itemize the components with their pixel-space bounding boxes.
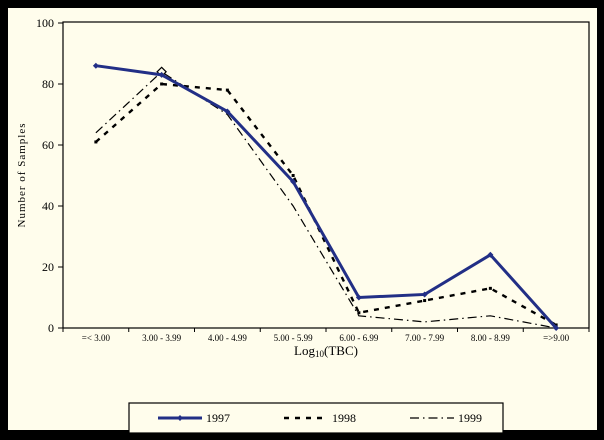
series-marker-1998 [554,323,558,327]
chart-background [8,8,597,430]
series-marker-1997 [487,251,494,258]
series-marker-1997 [421,291,428,298]
y-tick-label: 40 [42,199,54,213]
x-tick-label: =< 3.00 [82,333,111,343]
y-tick-label: 0 [48,321,54,335]
x-axis-title: Log10(TBC) [294,343,358,359]
legend-label-1997: 1997 [206,411,230,425]
series-marker-1998 [160,82,164,86]
series-line-1997 [95,64,558,330]
series-marker-1997 [290,178,297,185]
legend-label-1998: 1998 [332,411,356,425]
y-tick-label: 80 [42,77,54,91]
series-marker-1997 [224,108,231,115]
series-marker-1997 [92,62,99,69]
x-tick-label: 6.00 - 6.99 [339,333,378,343]
y-tick-label: 100 [36,16,54,30]
x-tick-label: 3.00 - 3.99 [142,333,181,343]
series-marker-1997 [355,294,362,301]
series-marker-1997 [158,71,165,78]
x-tick-label: 4.00 - 4.99 [208,333,247,343]
y-tick-label: 60 [42,138,54,152]
x-tick-label: 7.00 - 7.99 [405,333,444,343]
x-tick-label: 5.00 - 5.99 [274,333,313,343]
legend-marker-1997 [177,415,183,421]
series-marker-1998 [488,286,492,290]
y-axis-title: Number of Samples [16,123,28,228]
series-line-1998 [95,82,557,326]
series-marker-1998 [291,174,295,177]
series-marker-1998 [94,140,98,144]
legend-label-1999: 1999 [458,411,482,425]
series-marker-1997 [553,325,560,331]
x-tick-label: 8.00 - 8.99 [471,333,510,343]
series-marker-1998 [225,88,229,92]
y-tick-label: 20 [42,260,54,274]
plot-border [62,21,590,329]
x-tick-label: =>9.00 [543,333,569,343]
series-marker-1998 [423,299,427,303]
series-marker-1998 [357,311,361,315]
